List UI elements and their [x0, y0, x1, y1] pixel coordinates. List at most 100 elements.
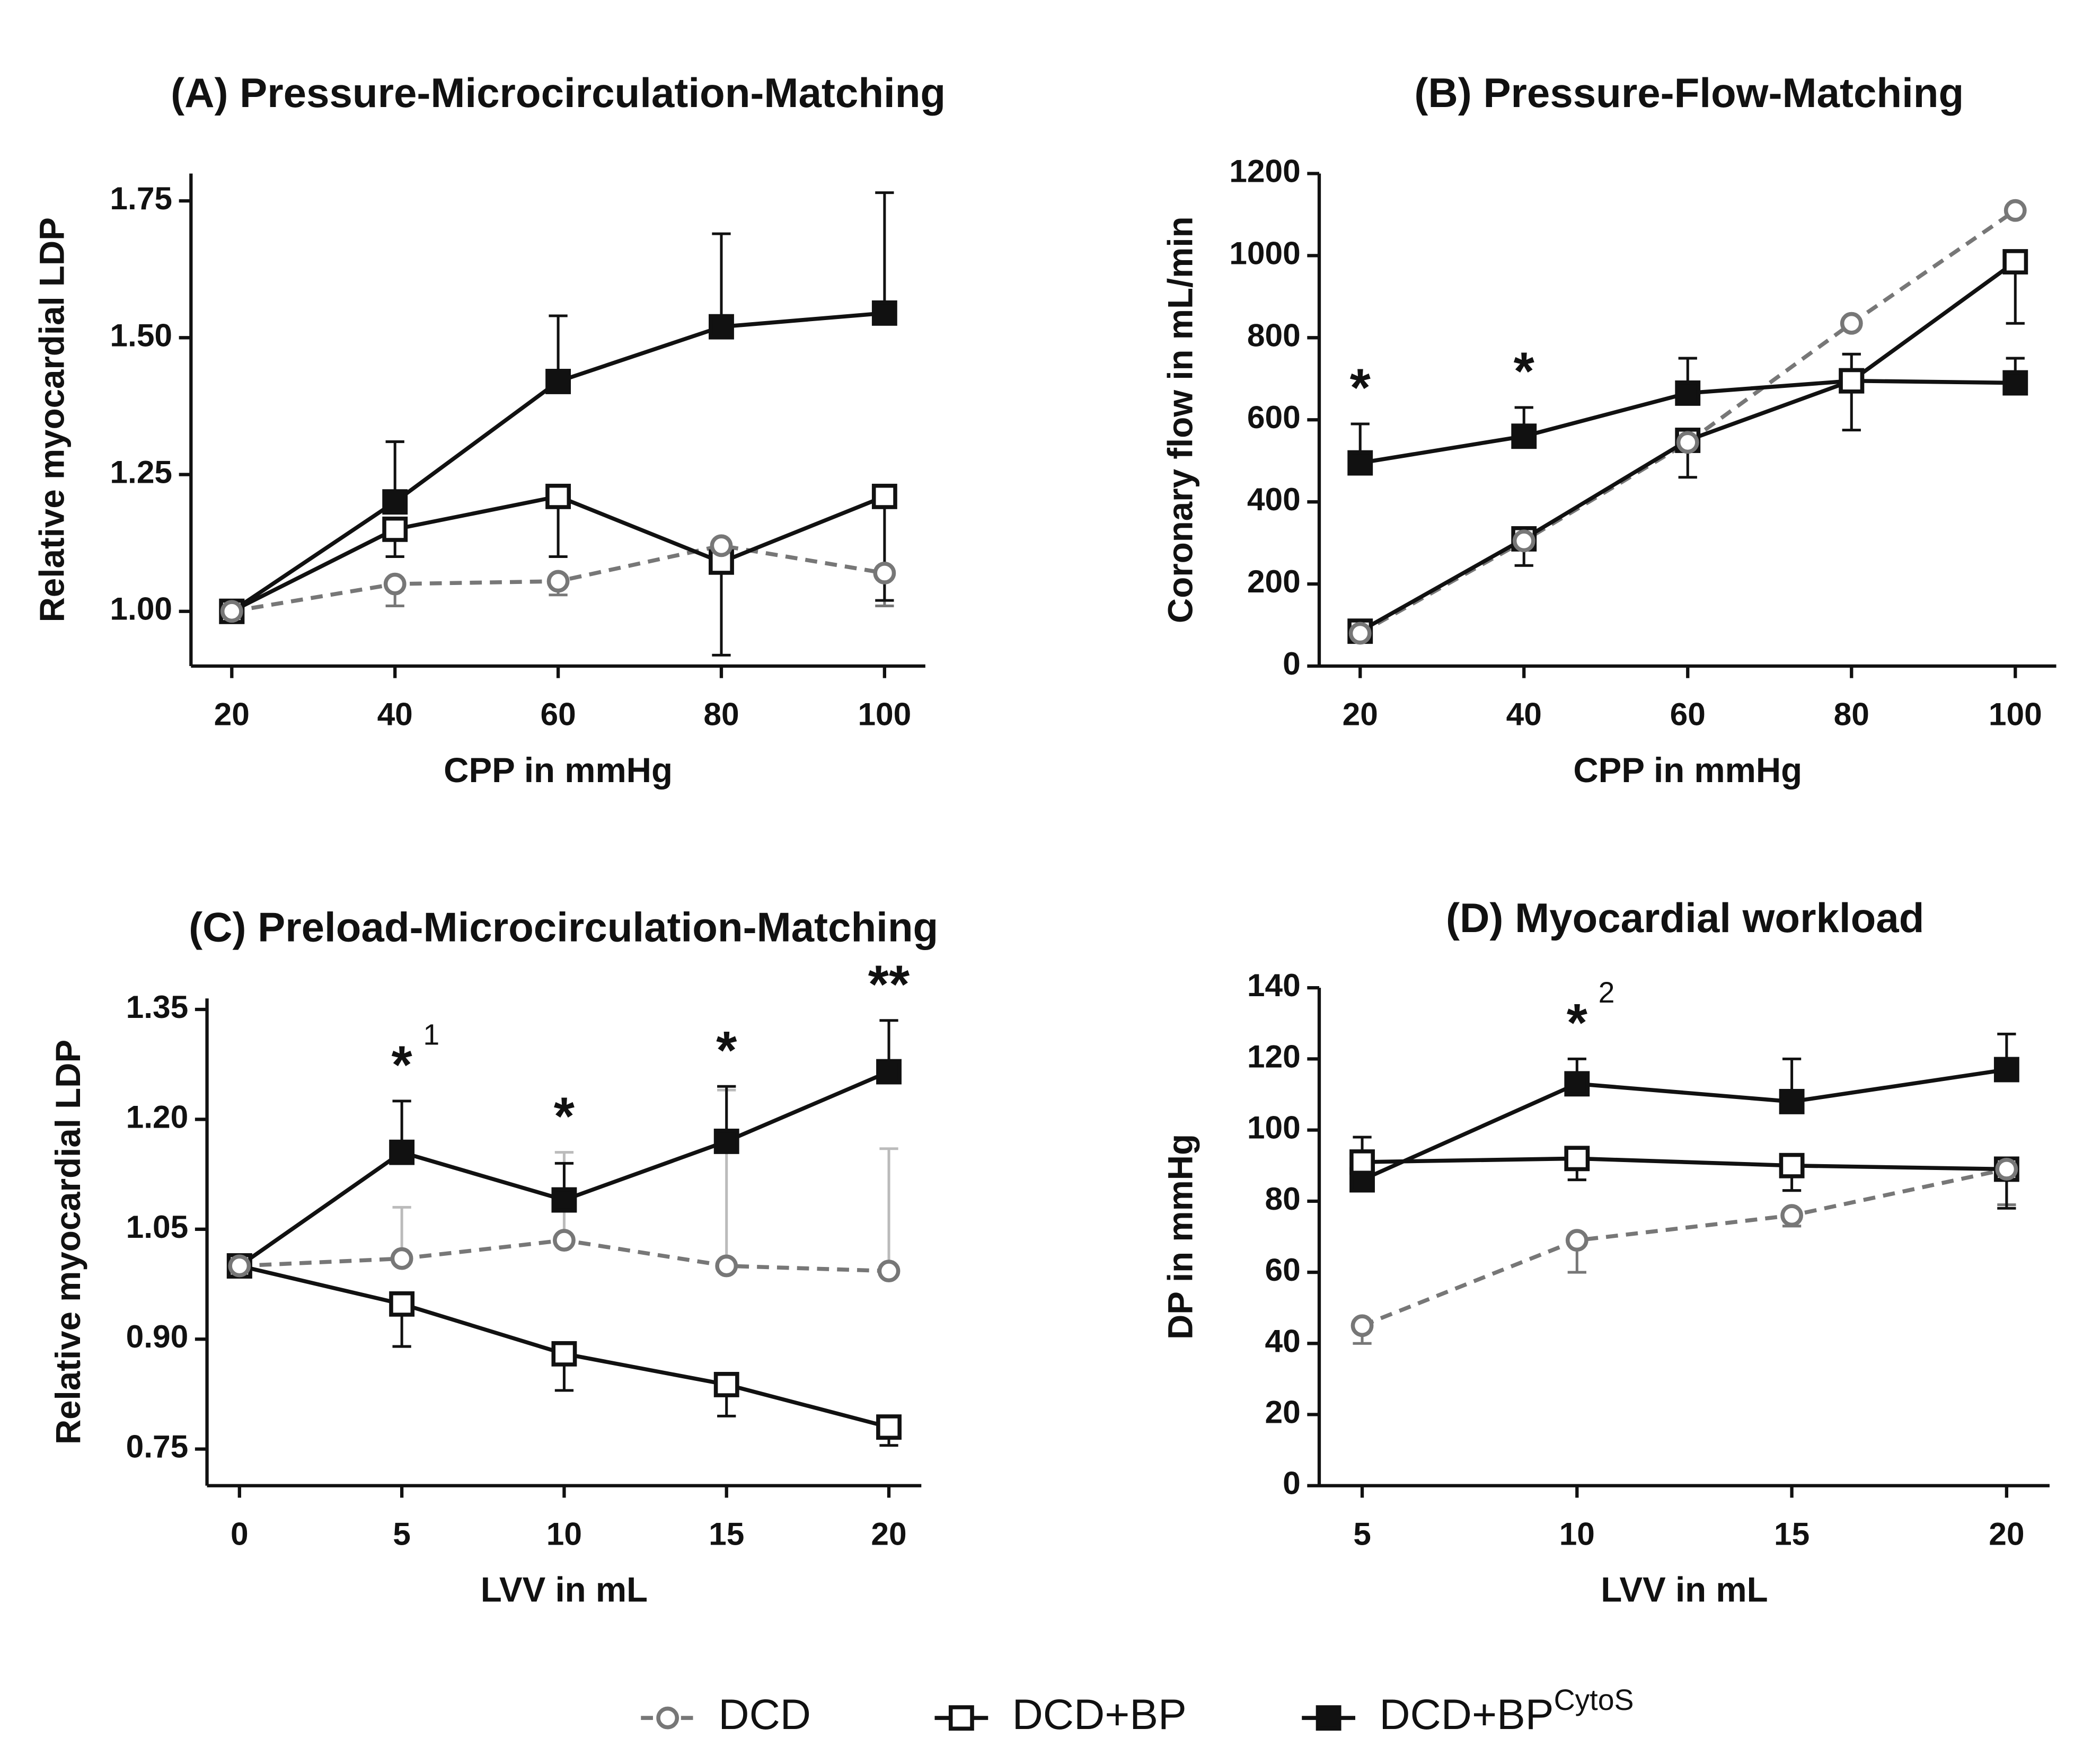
- x-tick-label: 15: [709, 1515, 744, 1552]
- legend-label: DCD+BPCytoS: [1379, 1683, 1634, 1739]
- y-tick-label: 1.20: [126, 1098, 189, 1134]
- point-marker: [2002, 370, 2028, 396]
- point-marker: [389, 1139, 415, 1165]
- point-marker: [1316, 1705, 1341, 1731]
- y-axis-label: DP in mmHg: [1161, 1134, 1199, 1340]
- x-tick-label: 60: [1670, 696, 1706, 732]
- point-marker: [871, 483, 897, 509]
- point-marker: [1349, 1149, 1375, 1175]
- series: [1353, 1032, 2016, 1180]
- y-tick-label: 0: [1283, 1465, 1301, 1501]
- annotation: *: [716, 1021, 737, 1080]
- legend-sup: CytoS: [1554, 1683, 1634, 1716]
- series: [1353, 1169, 2016, 1345]
- y-axis-label: Relative myocardial LDP: [49, 1040, 87, 1444]
- y-tick-label: 1.05: [126, 1209, 189, 1245]
- y-tick-label: 20: [1265, 1394, 1300, 1430]
- point-marker: [1351, 1314, 1374, 1337]
- point-marker: [1675, 380, 1701, 406]
- x-tick-label: 5: [1353, 1515, 1371, 1552]
- point-marker: [1512, 529, 1535, 553]
- y-tick-label: 40: [1265, 1323, 1300, 1359]
- point-marker: [876, 1059, 902, 1085]
- series-line: [1361, 1067, 2007, 1182]
- point-marker: [551, 1187, 577, 1213]
- y-tick-label: 1.25: [110, 454, 172, 490]
- point-marker: [2002, 249, 2028, 274]
- point-marker: [545, 483, 571, 509]
- annotation: *: [554, 1087, 575, 1146]
- point-marker: [710, 534, 733, 557]
- legend-label: DCD+BP: [1012, 1691, 1187, 1739]
- series: [385, 573, 894, 607]
- point-marker: [1347, 450, 1373, 476]
- y-tick-label: 1.50: [110, 317, 172, 353]
- point-marker: [709, 314, 734, 340]
- point-marker: [1840, 312, 1863, 335]
- point-marker: [546, 570, 570, 593]
- point-marker: [1565, 1229, 1588, 1252]
- chart-title: (B) Pressure-Flow-Matching: [1414, 69, 1964, 116]
- point-marker: [2003, 199, 2027, 222]
- annotation-sup: 1: [423, 1018, 439, 1051]
- x-tick-label: 20: [1989, 1515, 2024, 1552]
- chart-title: (D) Myocardial workload: [1446, 894, 1924, 941]
- annotation: *: [1514, 342, 1535, 401]
- x-tick-label: 80: [703, 696, 739, 732]
- y-tick-label: 1.00: [110, 591, 172, 627]
- point-marker: [877, 1260, 901, 1283]
- annotation: *: [1567, 994, 1588, 1053]
- chart-title: (A) Pressure-Microcirculation-Matching: [171, 69, 946, 116]
- point-marker: [713, 1128, 739, 1154]
- x-tick-label: 100: [858, 696, 911, 732]
- x-tick-label: 20: [214, 696, 250, 732]
- y-tick-label: 120: [1247, 1038, 1301, 1074]
- y-tick-label: 100: [1247, 1110, 1301, 1146]
- point-marker: [1348, 622, 1372, 645]
- x-tick-label: 0: [231, 1515, 249, 1552]
- x-axis-label: LVV in mL: [481, 1571, 648, 1609]
- point-marker: [873, 562, 896, 584]
- y-tick-label: 1000: [1229, 235, 1300, 271]
- x-tick-label: 10: [546, 1515, 582, 1552]
- series-line: [1359, 209, 2017, 635]
- point-marker: [948, 1705, 974, 1731]
- point-marker: [382, 489, 408, 515]
- legend-label: DCD: [718, 1691, 811, 1739]
- x-axis-label: CPP in mmHg: [444, 751, 673, 790]
- y-axis-label: Coronary flow in mL/min: [1161, 216, 1199, 623]
- legend-name: DCD+BP: [1012, 1691, 1187, 1739]
- y-axis-label: Relative myocardial LDP: [33, 217, 72, 622]
- y-tick-label: 140: [1247, 967, 1301, 1003]
- point-marker: [383, 572, 407, 596]
- x-tick-label: 10: [1559, 1515, 1595, 1552]
- series: [385, 496, 894, 657]
- x-tick-label: 20: [1343, 696, 1378, 732]
- annotation: **: [868, 955, 910, 1014]
- point-marker: [389, 1291, 415, 1317]
- y-tick-label: 80: [1265, 1181, 1300, 1217]
- point-marker: [656, 1706, 679, 1730]
- point-marker: [871, 300, 897, 326]
- y-tick-label: 0.90: [126, 1318, 189, 1354]
- y-tick-label: 1.75: [110, 180, 172, 216]
- point-marker: [876, 1414, 902, 1440]
- y-tick-label: 400: [1247, 481, 1301, 517]
- point-marker: [1779, 1088, 1805, 1114]
- y-tick-label: 200: [1247, 563, 1301, 599]
- point-marker: [1839, 368, 1865, 394]
- series-line: [1361, 1167, 2007, 1328]
- point-marker: [1564, 1146, 1590, 1172]
- x-tick-label: 15: [1774, 1515, 1810, 1552]
- point-marker: [1564, 1071, 1590, 1097]
- y-tick-label: 60: [1265, 1252, 1300, 1288]
- legend-name: DCD: [718, 1691, 811, 1739]
- y-tick-label: 800: [1247, 317, 1301, 353]
- series: [392, 1088, 898, 1271]
- x-tick-label: 60: [540, 696, 576, 732]
- series-line: [1362, 1156, 2007, 1172]
- point-marker: [713, 1372, 739, 1397]
- point-marker: [1676, 431, 1699, 454]
- x-tick-label: 40: [1506, 696, 1542, 732]
